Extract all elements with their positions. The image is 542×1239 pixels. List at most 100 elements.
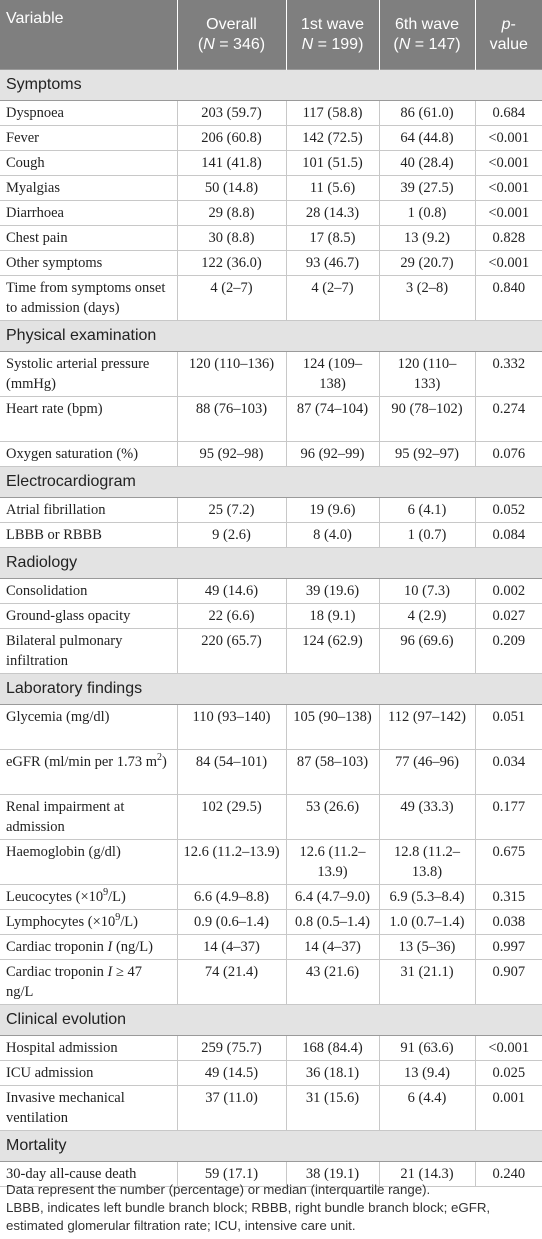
row-label: Hospital admission	[0, 1035, 177, 1061]
data-table: Variable Overall (N = 346) 1st wave N = …	[0, 0, 542, 1187]
cell-overall: 29 (8.8)	[176, 200, 286, 226]
cell-wave1: 117 (58.8)	[285, 100, 379, 126]
cell-overall: 84 (54–101)	[176, 749, 286, 795]
cell-wave1: 43 (21.6)	[285, 959, 379, 1005]
cell-wave6: 96 (69.6)	[378, 628, 475, 674]
cell-pvalue: 0.997	[474, 934, 542, 960]
header-pvalue: p- value	[474, 0, 542, 70]
cell-pvalue: 0.332	[474, 351, 542, 397]
table-row: Diarrhoea 29 (8.8) 28 (14.3) 1 (0.8) <0.001	[0, 200, 542, 226]
row-label: Dyspnoea	[0, 100, 177, 126]
cell-overall: 141 (41.8)	[176, 150, 286, 176]
cell-wave6: 6.9 (5.3–8.4)	[378, 884, 475, 910]
row-label: Cardiac troponin I ≥ 47 ng/L	[0, 959, 177, 1005]
cell-overall: 220 (65.7)	[176, 628, 286, 674]
cell-wave6: 31 (21.1)	[378, 959, 475, 1005]
cell-wave6: 3 (2–8)	[378, 275, 475, 321]
cell-wave1: 105 (90–138)	[285, 704, 379, 750]
table-row: Haemoglobin (g/dl) 12.6 (11.2–13.9) 12.6 (…	[0, 839, 542, 885]
cell-overall: 59 (17.1)	[176, 1161, 286, 1187]
cell-wave6: 1 (0.8)	[378, 200, 475, 226]
row-label: LBBB or RBBB	[0, 522, 177, 548]
cell-wave1: 101 (51.5)	[285, 150, 379, 176]
cell-pvalue: 0.084	[474, 522, 542, 548]
cell-wave1: 87 (74–104)	[285, 396, 379, 442]
row-label: Invasive mechanical ventilation	[0, 1085, 177, 1131]
cell-pvalue: 0.051	[474, 704, 542, 750]
row-label: eGFR (ml/min per 1.73 m2)	[0, 749, 177, 795]
table-body: Symptoms Dyspnoea 203 (59.7) 117 (58.8) 86 (…	[0, 69, 542, 1187]
cell-pvalue: 0.001	[474, 1085, 542, 1131]
cell-pvalue: 0.828	[474, 225, 542, 251]
section-title: Laboratory findings	[0, 673, 542, 705]
cell-wave1: 31 (15.6)	[285, 1085, 379, 1131]
cell-overall: 4 (2–7)	[176, 275, 286, 321]
table-row: Consolidation 49 (14.6) 39 (19.6) 10 (7.3) 0…	[0, 578, 542, 604]
table-row: Time from symptoms onset to admission (d…	[0, 275, 542, 321]
cell-pvalue: 0.038	[474, 909, 542, 935]
table-footnotes: Data represent the number (percentage) o…	[6, 1181, 540, 1235]
cell-wave6: 91 (63.6)	[378, 1035, 475, 1061]
cell-wave1: 11 (5.6)	[285, 175, 379, 201]
cell-wave1: 0.8 (0.5–1.4)	[285, 909, 379, 935]
section-row-electrocardiogram: Electrocardiogram	[0, 466, 542, 498]
table-row: ICU admission 49 (14.5) 36 (18.1) 13 (9.4) 0…	[0, 1060, 542, 1086]
cell-pvalue: <0.001	[474, 1035, 542, 1061]
header-wave1: 1st wave N = 199)	[285, 0, 379, 70]
cell-wave6: 77 (46–96)	[378, 749, 475, 795]
cell-pvalue: 0.209	[474, 628, 542, 674]
row-label: ICU admission	[0, 1060, 177, 1086]
cell-overall: 49 (14.5)	[176, 1060, 286, 1086]
table-row: Myalgias 50 (14.8) 11 (5.6) 39 (27.5) <0.001	[0, 175, 542, 201]
section-row-clinical-evolution: Clinical evolution	[0, 1004, 542, 1036]
section-row-laboratory-findings: Laboratory findings	[0, 673, 542, 705]
cell-pvalue: 0.177	[474, 794, 542, 840]
cell-wave6: 120 (110–133)	[378, 351, 475, 397]
row-label: Bilateral pulmonary infiltration	[0, 628, 177, 674]
cell-wave6: 21 (14.3)	[378, 1161, 475, 1187]
cell-pvalue: 0.684	[474, 100, 542, 126]
section-title: Mortality	[0, 1130, 542, 1162]
cell-wave1: 53 (26.6)	[285, 794, 379, 840]
header-wave6-name: 6th wave	[394, 15, 460, 33]
section-row-mortality: Mortality	[0, 1130, 542, 1162]
cell-wave1: 8 (4.0)	[285, 522, 379, 548]
row-label: Heart rate (bpm)	[0, 396, 177, 442]
cell-wave6: 13 (5–36)	[378, 934, 475, 960]
table-row: Cough 141 (41.8) 101 (51.5) 40 (28.4) <0.001	[0, 150, 542, 176]
cell-pvalue: 0.675	[474, 839, 542, 885]
header-wave1-n: N = 199)	[301, 35, 364, 53]
table-row: Chest pain 30 (8.8) 17 (8.5) 13 (9.2) 0.828	[0, 225, 542, 251]
table-row: Glycemia (mg/dl) 110 (93–140) 105 (90–138)…	[0, 704, 542, 750]
cell-wave1: 93 (46.7)	[285, 250, 379, 276]
row-label: Other symptoms	[0, 250, 177, 276]
row-label: Haemoglobin (g/dl)	[0, 839, 177, 885]
table-row: Invasive mechanical ventilation 37 (11.0)…	[0, 1085, 542, 1131]
cell-wave6: 112 (97–142)	[378, 704, 475, 750]
cell-pvalue: <0.001	[474, 125, 542, 151]
cell-wave6: 13 (9.2)	[378, 225, 475, 251]
header-wave1-name: 1st wave	[300, 15, 365, 33]
cell-wave6: 10 (7.3)	[378, 578, 475, 604]
table-row: 30-day all-cause death 59 (17.1) 38 (19.1)…	[0, 1161, 542, 1187]
header-row: Variable Overall (N = 346) 1st wave N = …	[0, 0, 542, 70]
table-row: Lymphocytes (×109/L) 0.9 (0.6–1.4) 0.8 (0.…	[0, 909, 542, 935]
cell-wave1: 39 (19.6)	[285, 578, 379, 604]
header-pvalue-sub: value	[489, 35, 528, 53]
header-variable: Variable	[0, 0, 177, 70]
cell-wave6: 6 (4.4)	[378, 1085, 475, 1131]
cell-overall: 95 (92–98)	[176, 441, 286, 467]
section-title: Symptoms	[0, 69, 542, 101]
cell-wave6: 29 (20.7)	[378, 250, 475, 276]
cell-wave1: 6.4 (4.7–9.0)	[285, 884, 379, 910]
cell-wave1: 17 (8.5)	[285, 225, 379, 251]
cell-overall: 50 (14.8)	[176, 175, 286, 201]
row-label: Cough	[0, 150, 177, 176]
table-row: Cardiac troponin I (ng/L) 14 (4–37) 14 (4–…	[0, 934, 542, 960]
cell-pvalue: 0.907	[474, 959, 542, 1005]
cell-overall: 259 (75.7)	[176, 1035, 286, 1061]
section-title: Clinical evolution	[0, 1004, 542, 1036]
cell-pvalue: 0.025	[474, 1060, 542, 1086]
cell-overall: 25 (7.2)	[176, 497, 286, 523]
